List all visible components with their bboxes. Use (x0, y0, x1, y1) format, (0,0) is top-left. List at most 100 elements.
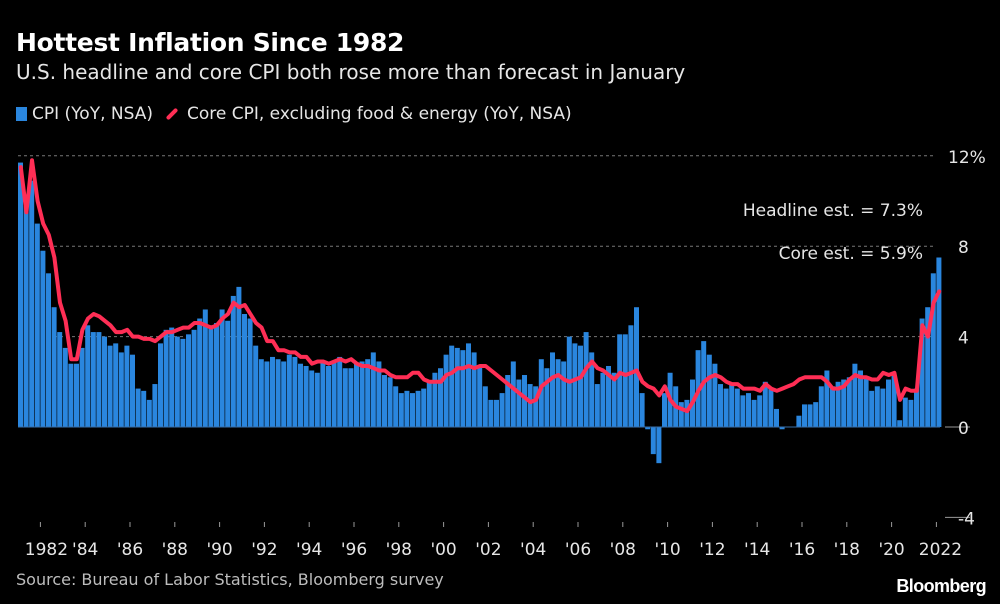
cpi-bar (505, 375, 511, 427)
cpi-bar (281, 361, 287, 427)
cpi-bar (124, 345, 130, 427)
cpi-bar (365, 359, 371, 427)
cpi-bar (174, 336, 180, 427)
cpi-bar (449, 345, 455, 427)
cpi-bar (96, 332, 102, 427)
chart-title: Hottest Inflation Since 1982 (16, 28, 405, 57)
cpi-bar (415, 390, 421, 427)
cpi-bar (298, 363, 303, 427)
cpi-bar (897, 420, 903, 427)
cpi-bar (533, 386, 539, 427)
cpi-bar (158, 343, 163, 427)
cpi-bar (908, 399, 914, 427)
cpi-bar (740, 395, 746, 427)
cpi-bar (471, 352, 477, 427)
cpi-bar (46, 273, 51, 427)
y-tick-label: -4 (958, 509, 975, 529)
cpi-bar (835, 381, 841, 427)
x-tick-label: 2022 (919, 540, 962, 560)
cpi-bar (466, 343, 471, 427)
cpi-bar (180, 338, 186, 427)
cpi-bar (236, 286, 242, 427)
cpi-bar (247, 318, 253, 427)
cpi-bar (818, 386, 824, 427)
cpi-bar (113, 343, 119, 427)
cpi-bar (662, 393, 667, 427)
cpi-bar (29, 180, 35, 427)
cpi-bar (578, 345, 583, 427)
x-tick-label: '92 (251, 540, 277, 560)
cpi-bar (68, 363, 74, 427)
cpi-bar (460, 350, 466, 427)
cpi-bar (863, 377, 869, 427)
cpi-bar (404, 390, 410, 427)
cpi-bar (650, 427, 656, 455)
cpi-bar (645, 427, 651, 430)
cpi-bar (376, 361, 382, 427)
cpi-bar (830, 386, 835, 427)
cpi-bar (510, 361, 516, 427)
cpi-bar (622, 334, 628, 427)
cpi-bar (18, 162, 23, 427)
cpi-bar (594, 384, 600, 427)
cpi-bar (768, 388, 774, 427)
cpi-bar (919, 318, 925, 427)
cpi-bar (807, 404, 813, 427)
cpi-bar (264, 361, 270, 427)
y-tick-label: 12% (948, 148, 986, 168)
x-tick-label: '88 (162, 540, 188, 560)
cpi-bar (841, 379, 847, 427)
x-tick-label: '98 (386, 540, 412, 560)
cpi-bar (751, 399, 757, 427)
x-tick-label: '10 (654, 540, 680, 560)
cpi-bar (258, 359, 264, 427)
cpi-bar (606, 365, 611, 427)
x-tick-label: '20 (878, 540, 904, 560)
cpi-bar (678, 402, 684, 427)
cpi-bar (85, 325, 91, 427)
cpi-bar (438, 368, 443, 427)
cpi-bar (79, 347, 85, 427)
y-tick-label: 0 (958, 419, 969, 439)
x-tick-label: '00 (430, 540, 456, 560)
cpi-bar (718, 384, 723, 427)
cpi-bar (734, 388, 740, 427)
cpi-bar (354, 363, 359, 427)
cpi-bar (34, 223, 40, 427)
cpi-bar (550, 352, 555, 427)
chart-subtitle: U.S. headline and core CPI both rose mor… (16, 60, 686, 84)
cpi-bar (421, 388, 427, 427)
cpi-bar (202, 309, 208, 427)
cpi-bar (90, 332, 96, 427)
cpi-bar (488, 399, 494, 427)
cpi-bar (141, 390, 147, 427)
cpi-bar (846, 377, 852, 427)
cpi-bar (398, 393, 404, 427)
cpi-bar (303, 365, 309, 427)
cpi-bar (886, 379, 891, 427)
cpi-bar (583, 332, 589, 427)
cpi-bar (639, 393, 645, 427)
cpi-bar (880, 388, 886, 427)
cpi-bar (746, 393, 751, 427)
cpi-bar (393, 386, 399, 427)
x-tick-label: 1982 (25, 540, 68, 560)
cpi-bar (370, 352, 376, 427)
cpi-bar (656, 427, 662, 464)
cpi-bar (242, 314, 247, 427)
cpi-bar (359, 361, 365, 427)
cpi-bar (225, 320, 231, 427)
x-tick-label: '18 (834, 540, 860, 560)
cpi-bar (684, 399, 690, 427)
cpi-bar (230, 295, 236, 427)
cpi-bar (253, 345, 259, 427)
cpi-bar (208, 325, 214, 427)
cpi-bar (628, 325, 634, 427)
y-tick-label: 8 (958, 238, 969, 258)
cpi-bar (516, 379, 522, 427)
cpi-bar (561, 361, 567, 427)
cpi-bar (589, 352, 595, 427)
cpi-bar (706, 354, 712, 427)
cpi-bar (326, 365, 331, 427)
